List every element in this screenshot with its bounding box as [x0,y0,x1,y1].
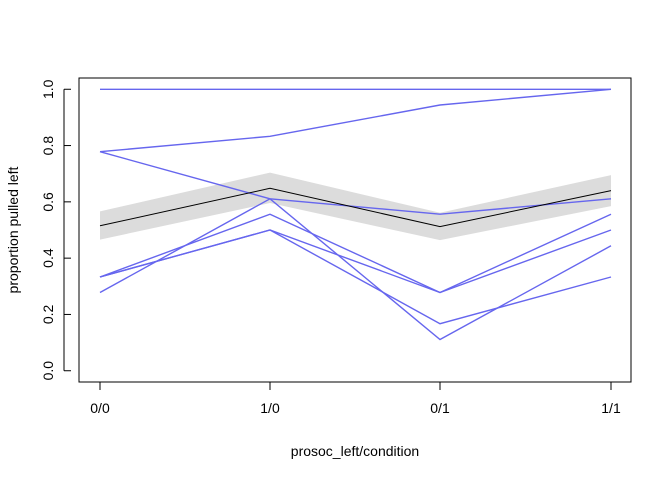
y-tick-label: 0.8 [40,136,56,156]
series-line-5 [99,229,612,325]
x-tick-label: 1/1 [601,400,621,416]
y-tick-label: 0.2 [40,304,56,324]
mean-line [99,187,612,228]
x-tick-label: 0/1 [430,400,450,416]
series-layer [99,88,612,341]
x-axis: 0/0 1/0 0/1 1/1 [90,381,621,416]
y-tick-label: 0.6 [40,192,56,212]
mean-line-layer [99,187,612,228]
y-axis-label: proportion pulled left [5,166,21,293]
series-line-3 [99,151,612,215]
plot-frame [78,77,632,383]
y-tick-label: 0.0 [40,361,56,381]
series-line-2 [99,88,612,153]
y-axis: 0.0 0.2 0.4 0.6 0.8 1.0 [40,79,71,380]
y-tick-label: 0.4 [40,248,56,268]
x-tick-label: 0/0 [90,400,110,416]
series-line-7 [99,213,612,294]
x-axis-label: prosoc_left/condition [291,443,419,459]
y-tick-label: 1.0 [40,79,56,99]
x-tick-label: 1/0 [260,400,280,416]
